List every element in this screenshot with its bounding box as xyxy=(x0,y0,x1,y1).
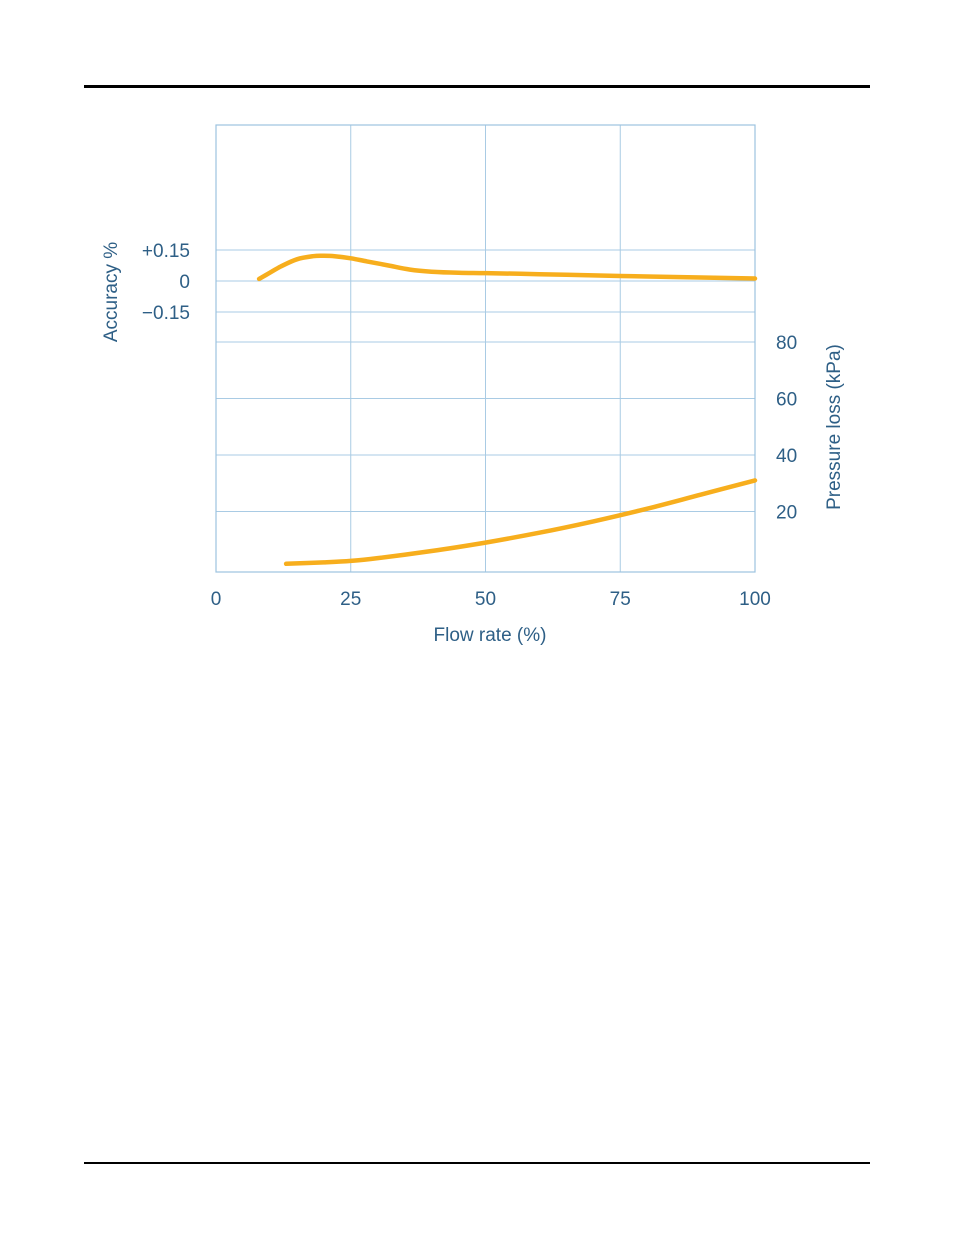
plot-frame xyxy=(215,124,756,573)
accuracy-line xyxy=(256,253,758,282)
tick-labels: 0 25 50 75 100 +0.15 0 −0.15 20 40 60 80 xyxy=(142,241,797,610)
y-axis-label-accuracy: Accuracy % xyxy=(101,242,122,342)
pressure-tick-label: 60 xyxy=(776,390,797,411)
x-tick-label: 75 xyxy=(610,589,631,610)
x-axis-label: Flow rate (%) xyxy=(434,625,547,646)
accuracy-tick-label: +0.15 xyxy=(142,241,190,262)
x-tick-label: 25 xyxy=(340,589,361,610)
accuracy-tick-label: −0.15 xyxy=(142,303,190,324)
pressure-loss-line xyxy=(283,478,758,567)
x-tick-label: 0 xyxy=(211,589,222,610)
footer-rule xyxy=(84,1162,870,1164)
series-layer xyxy=(256,253,758,567)
x-tick-label: 50 xyxy=(475,589,496,610)
pressure-tick-label: 20 xyxy=(776,503,797,524)
pressure-tick-label: 80 xyxy=(776,333,797,354)
y-axis-label-pressure: Pressure loss (kPa) xyxy=(824,344,845,510)
x-tick-label: 100 xyxy=(739,589,771,610)
pressure-tick-label: 40 xyxy=(776,446,797,467)
header-rule xyxy=(84,85,870,88)
grid xyxy=(216,125,755,572)
accuracy-tick-label: 0 xyxy=(179,272,190,293)
